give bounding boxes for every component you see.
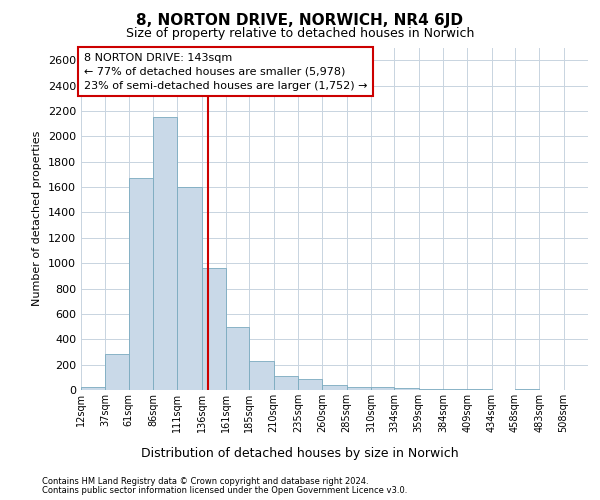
Bar	[106, 354, 128, 390]
Bar	[443, 388, 467, 390]
Text: Size of property relative to detached houses in Norwich: Size of property relative to detached ho…	[126, 28, 474, 40]
Bar	[202, 268, 226, 390]
Text: Contains HM Land Registry data © Crown copyright and database right 2024.: Contains HM Land Registry data © Crown c…	[42, 477, 368, 486]
Bar	[394, 388, 419, 390]
Bar	[250, 361, 274, 390]
Bar	[226, 326, 250, 390]
Bar	[371, 388, 394, 390]
Bar	[347, 387, 371, 390]
Y-axis label: Number of detached properties: Number of detached properties	[32, 131, 43, 306]
Bar	[153, 118, 178, 390]
Bar	[81, 387, 106, 390]
Text: Distribution of detached houses by size in Norwich: Distribution of detached houses by size …	[141, 448, 459, 460]
Bar	[128, 178, 153, 390]
Bar	[322, 385, 347, 390]
Bar	[515, 389, 539, 390]
Text: Contains public sector information licensed under the Open Government Licence v3: Contains public sector information licen…	[42, 486, 407, 495]
Text: 8 NORTON DRIVE: 143sqm
← 77% of detached houses are smaller (5,978)
23% of semi-: 8 NORTON DRIVE: 143sqm ← 77% of detached…	[83, 52, 367, 90]
Bar	[274, 376, 298, 390]
Bar	[298, 378, 322, 390]
Bar	[178, 187, 202, 390]
Text: 8, NORTON DRIVE, NORWICH, NR4 6JD: 8, NORTON DRIVE, NORWICH, NR4 6JD	[137, 12, 464, 28]
